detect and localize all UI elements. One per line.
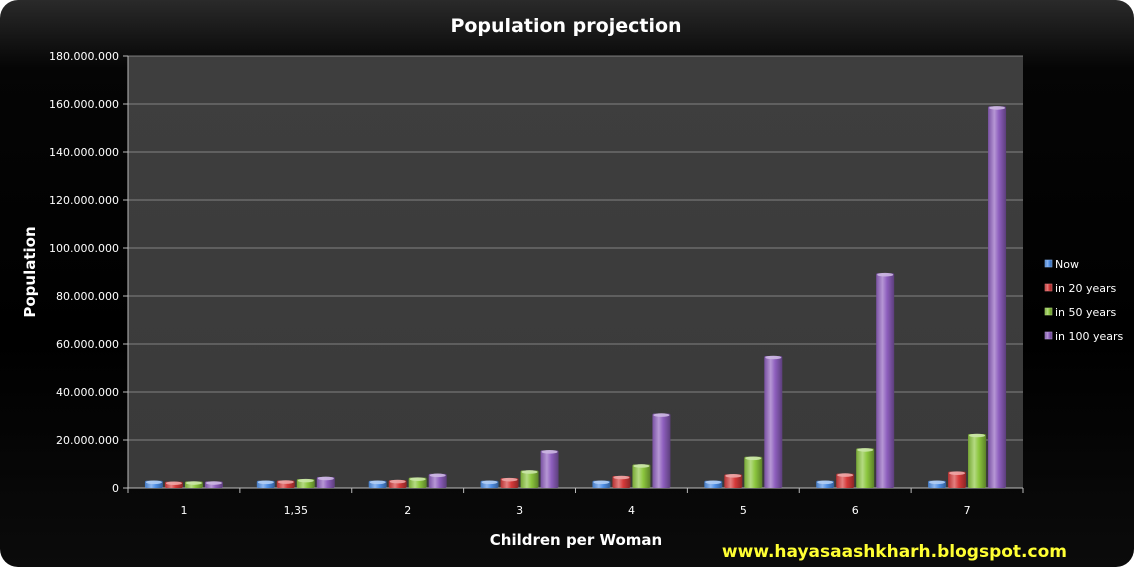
y-tick-label: 180.000.000 bbox=[49, 50, 119, 63]
bar-in-100-years bbox=[428, 473, 447, 488]
x-axis-title: Children per Woman bbox=[490, 531, 662, 549]
bar-in-50-years bbox=[296, 478, 315, 488]
bar-in-20-years bbox=[612, 475, 631, 488]
bar-now bbox=[592, 480, 611, 488]
bar-now bbox=[368, 480, 387, 488]
bar-in-20-years bbox=[724, 474, 743, 488]
x-axis-ticks: 1 1,35 2 3 4 5 6 7 bbox=[127, 488, 1024, 517]
x-tick-label: 3 bbox=[516, 504, 523, 517]
x-tick-label: 6 bbox=[852, 504, 859, 517]
legend-label: Now bbox=[1055, 258, 1079, 271]
plot-area bbox=[128, 56, 1023, 488]
y-tick-label: 140.000.000 bbox=[49, 146, 119, 159]
y-axis-ticks: 0 20.000.000 40.000.000 60.000.000 80.000.00… bbox=[49, 50, 1023, 495]
chart-title: Population projection bbox=[450, 15, 681, 37]
x-tick-label: 2 bbox=[404, 504, 411, 517]
bar-in-50-years bbox=[632, 464, 651, 488]
bar-now bbox=[928, 480, 947, 488]
bar-in-100-years bbox=[876, 272, 895, 488]
bar-in-20-years bbox=[948, 471, 967, 488]
legend-swatch bbox=[1044, 283, 1053, 292]
legend-item: in 50 years bbox=[1044, 306, 1117, 319]
y-axis-title: Population bbox=[21, 226, 39, 317]
bar-in-100-years bbox=[204, 481, 223, 488]
bars bbox=[144, 106, 1007, 489]
bar-in-100-years bbox=[316, 476, 335, 488]
legend-label: in 20 years bbox=[1055, 282, 1117, 295]
bar-in-100-years bbox=[540, 450, 559, 488]
x-tick-label: 7 bbox=[964, 504, 971, 517]
bar-now bbox=[816, 480, 835, 488]
legend-swatch bbox=[1044, 331, 1053, 340]
legend-item: in 100 years bbox=[1044, 330, 1124, 343]
x-tick-label: 1,35 bbox=[284, 504, 309, 517]
bar-in-20-years bbox=[164, 481, 183, 488]
x-tick-label: 1 bbox=[180, 504, 187, 517]
y-tick-label: 160.000.000 bbox=[49, 98, 119, 111]
bar-in-100-years bbox=[652, 413, 671, 488]
legend-swatch bbox=[1044, 259, 1053, 268]
bar-now bbox=[256, 480, 275, 488]
bar-in-50-years bbox=[184, 481, 203, 488]
bar-in-50-years bbox=[744, 456, 763, 488]
bar-now bbox=[480, 480, 499, 488]
gridlines bbox=[128, 55, 1023, 489]
bar-now bbox=[704, 480, 723, 488]
bar-in-20-years bbox=[388, 479, 407, 488]
legend-label: in 50 years bbox=[1055, 306, 1117, 319]
legend: Now in 20 years in 50 years in 100 years bbox=[1044, 258, 1124, 343]
bar-in-100-years bbox=[988, 106, 1007, 489]
bar-in-20-years bbox=[836, 473, 855, 488]
legend-item: in 20 years bbox=[1044, 282, 1117, 295]
y-tick-label: 80.000.000 bbox=[56, 290, 119, 303]
legend-swatch bbox=[1044, 307, 1053, 316]
legend-item: Now bbox=[1044, 258, 1079, 271]
bar-in-20-years bbox=[500, 477, 519, 488]
y-tick-label: 120.000.000 bbox=[49, 194, 119, 207]
y-tick-label: 100.000.000 bbox=[49, 242, 119, 255]
bar-now bbox=[144, 480, 163, 488]
bar-in-100-years bbox=[764, 355, 783, 488]
y-tick-label: 0 bbox=[112, 482, 119, 495]
y-tick-label: 20.000.000 bbox=[56, 434, 119, 447]
legend-label: in 100 years bbox=[1055, 330, 1124, 343]
y-tick-label: 40.000.000 bbox=[56, 386, 119, 399]
bar-in-20-years bbox=[276, 480, 295, 488]
x-tick-label: 5 bbox=[740, 504, 747, 517]
bar-in-50-years bbox=[408, 477, 427, 488]
y-tick-label: 60.000.000 bbox=[56, 338, 119, 351]
bar-in-50-years bbox=[520, 470, 539, 488]
bar-in-50-years bbox=[968, 433, 987, 488]
x-tick-label: 4 bbox=[628, 504, 635, 517]
watermark-text: www.hayasaashkharh.blogspot.com bbox=[722, 542, 1067, 562]
bar-in-50-years bbox=[856, 448, 875, 488]
